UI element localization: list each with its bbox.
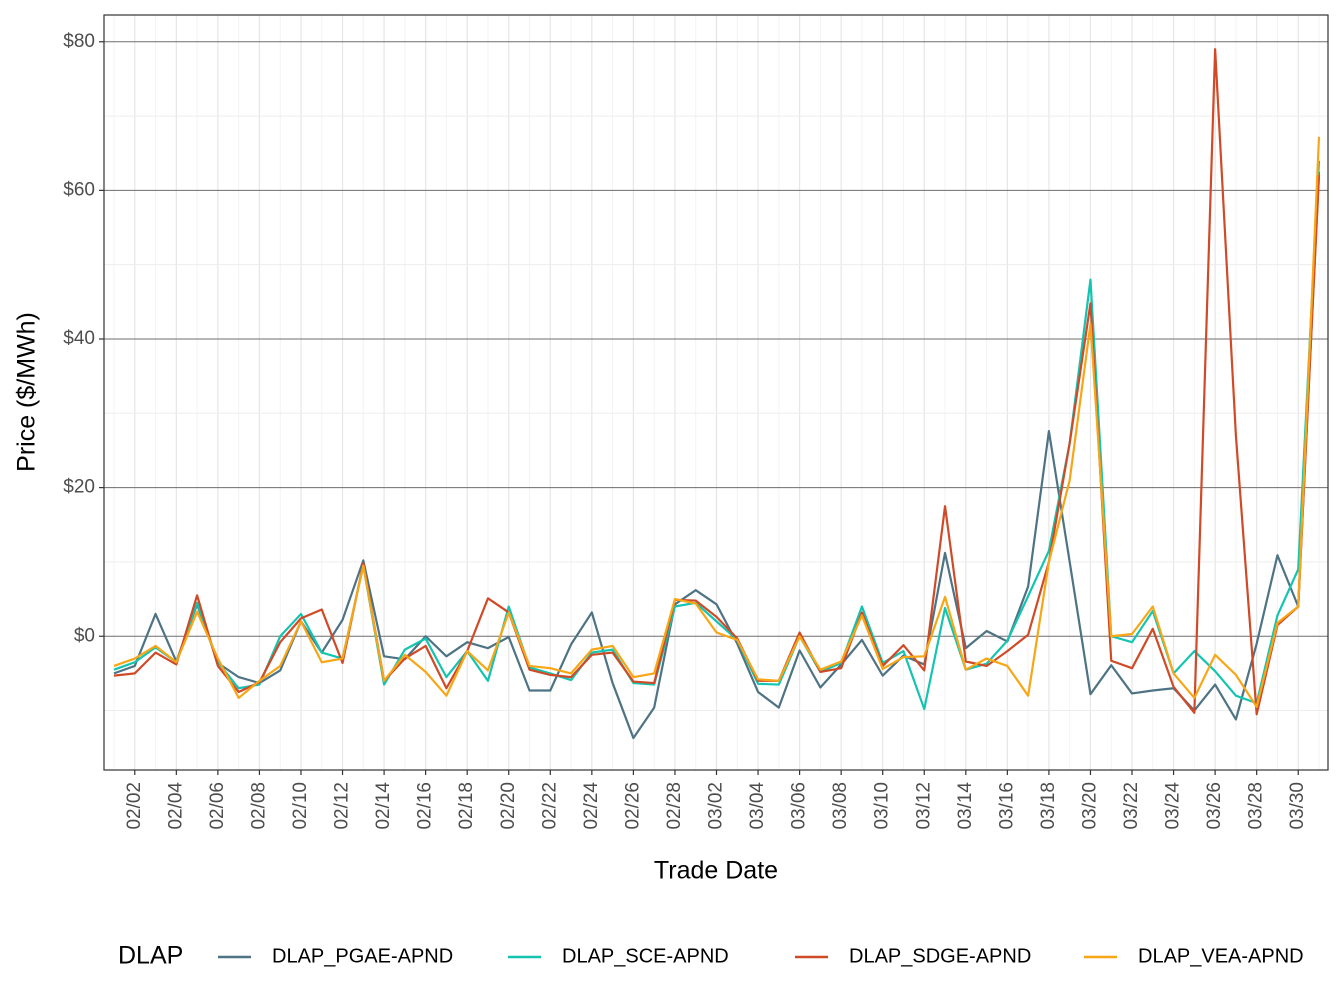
legend-label: DLAP_VEA-APND xyxy=(1138,945,1304,967)
x-tick-label: 03/30 xyxy=(1287,782,1308,830)
y-tick-label: $80 xyxy=(63,31,95,52)
x-tick-label: 02/02 xyxy=(124,782,145,830)
series-line xyxy=(113,160,1321,711)
x-tick-label: 03/06 xyxy=(789,782,810,830)
x-tick-label: 02/10 xyxy=(290,782,311,830)
series-line xyxy=(113,171,1321,740)
y-tick-label: $0 xyxy=(74,625,95,646)
series-line xyxy=(113,136,1321,708)
x-tick-label: 02/08 xyxy=(248,782,269,830)
x-tick-label: 03/22 xyxy=(1121,782,1142,830)
y-tick-label: $60 xyxy=(63,179,95,200)
lines xyxy=(113,48,1321,740)
legend-label: DLAP_SDGE-APND xyxy=(849,945,1031,967)
x-tick-label: 03/24 xyxy=(1163,782,1184,830)
x-tick-label: 02/26 xyxy=(622,782,643,830)
x-tick-label: 03/18 xyxy=(1038,782,1059,830)
x-tick-label: 03/28 xyxy=(1246,782,1267,830)
legend-title: DLAP xyxy=(118,942,183,970)
x-tick-label: 03/04 xyxy=(747,782,768,830)
y-tick-label: $20 xyxy=(63,477,95,498)
x-tick-label: 02/16 xyxy=(415,782,436,830)
legend: DLAP DLAP_PGAE-APND DLAP_SCE-APND DLAP_SDGE… xyxy=(118,942,1304,970)
x-tick-label: 02/24 xyxy=(581,782,602,830)
x-tick-label: 03/14 xyxy=(955,782,976,830)
x-tick-label: 02/22 xyxy=(539,782,560,830)
legend-label: DLAP_PGAE-APND xyxy=(272,945,453,967)
series-line xyxy=(113,48,1321,716)
x-tick-label: 03/26 xyxy=(1204,782,1225,830)
x-tick-label: 02/06 xyxy=(207,782,228,830)
grid xyxy=(104,15,1328,770)
y-tick-label: $40 xyxy=(63,328,95,349)
axes: $0 $20 $40 $60 $80 02/02 02/04 02/06 02/08 02/10 0… xyxy=(63,31,1308,830)
x-tick-label: 03/10 xyxy=(872,782,893,830)
x-tick-label: 02/14 xyxy=(373,782,394,830)
x-tick-label: 02/28 xyxy=(664,782,685,830)
x-tick-label: 02/12 xyxy=(332,782,353,830)
y-axis-title: Price ($/MWh) xyxy=(13,312,41,472)
x-tick-label: 03/20 xyxy=(1079,782,1100,830)
x-tick-label: 03/08 xyxy=(830,782,851,830)
x-tick-label: 02/20 xyxy=(498,782,519,830)
legend-label: DLAP_SCE-APND xyxy=(562,945,729,967)
x-tick-label: 03/02 xyxy=(706,782,727,830)
x-tick-label: 02/18 xyxy=(456,782,477,830)
x-tick-label: 02/04 xyxy=(165,782,186,830)
x-axis-title: Trade Date xyxy=(654,857,778,885)
x-tick-label: 03/16 xyxy=(996,782,1017,830)
x-tick-label: 03/12 xyxy=(913,782,934,830)
